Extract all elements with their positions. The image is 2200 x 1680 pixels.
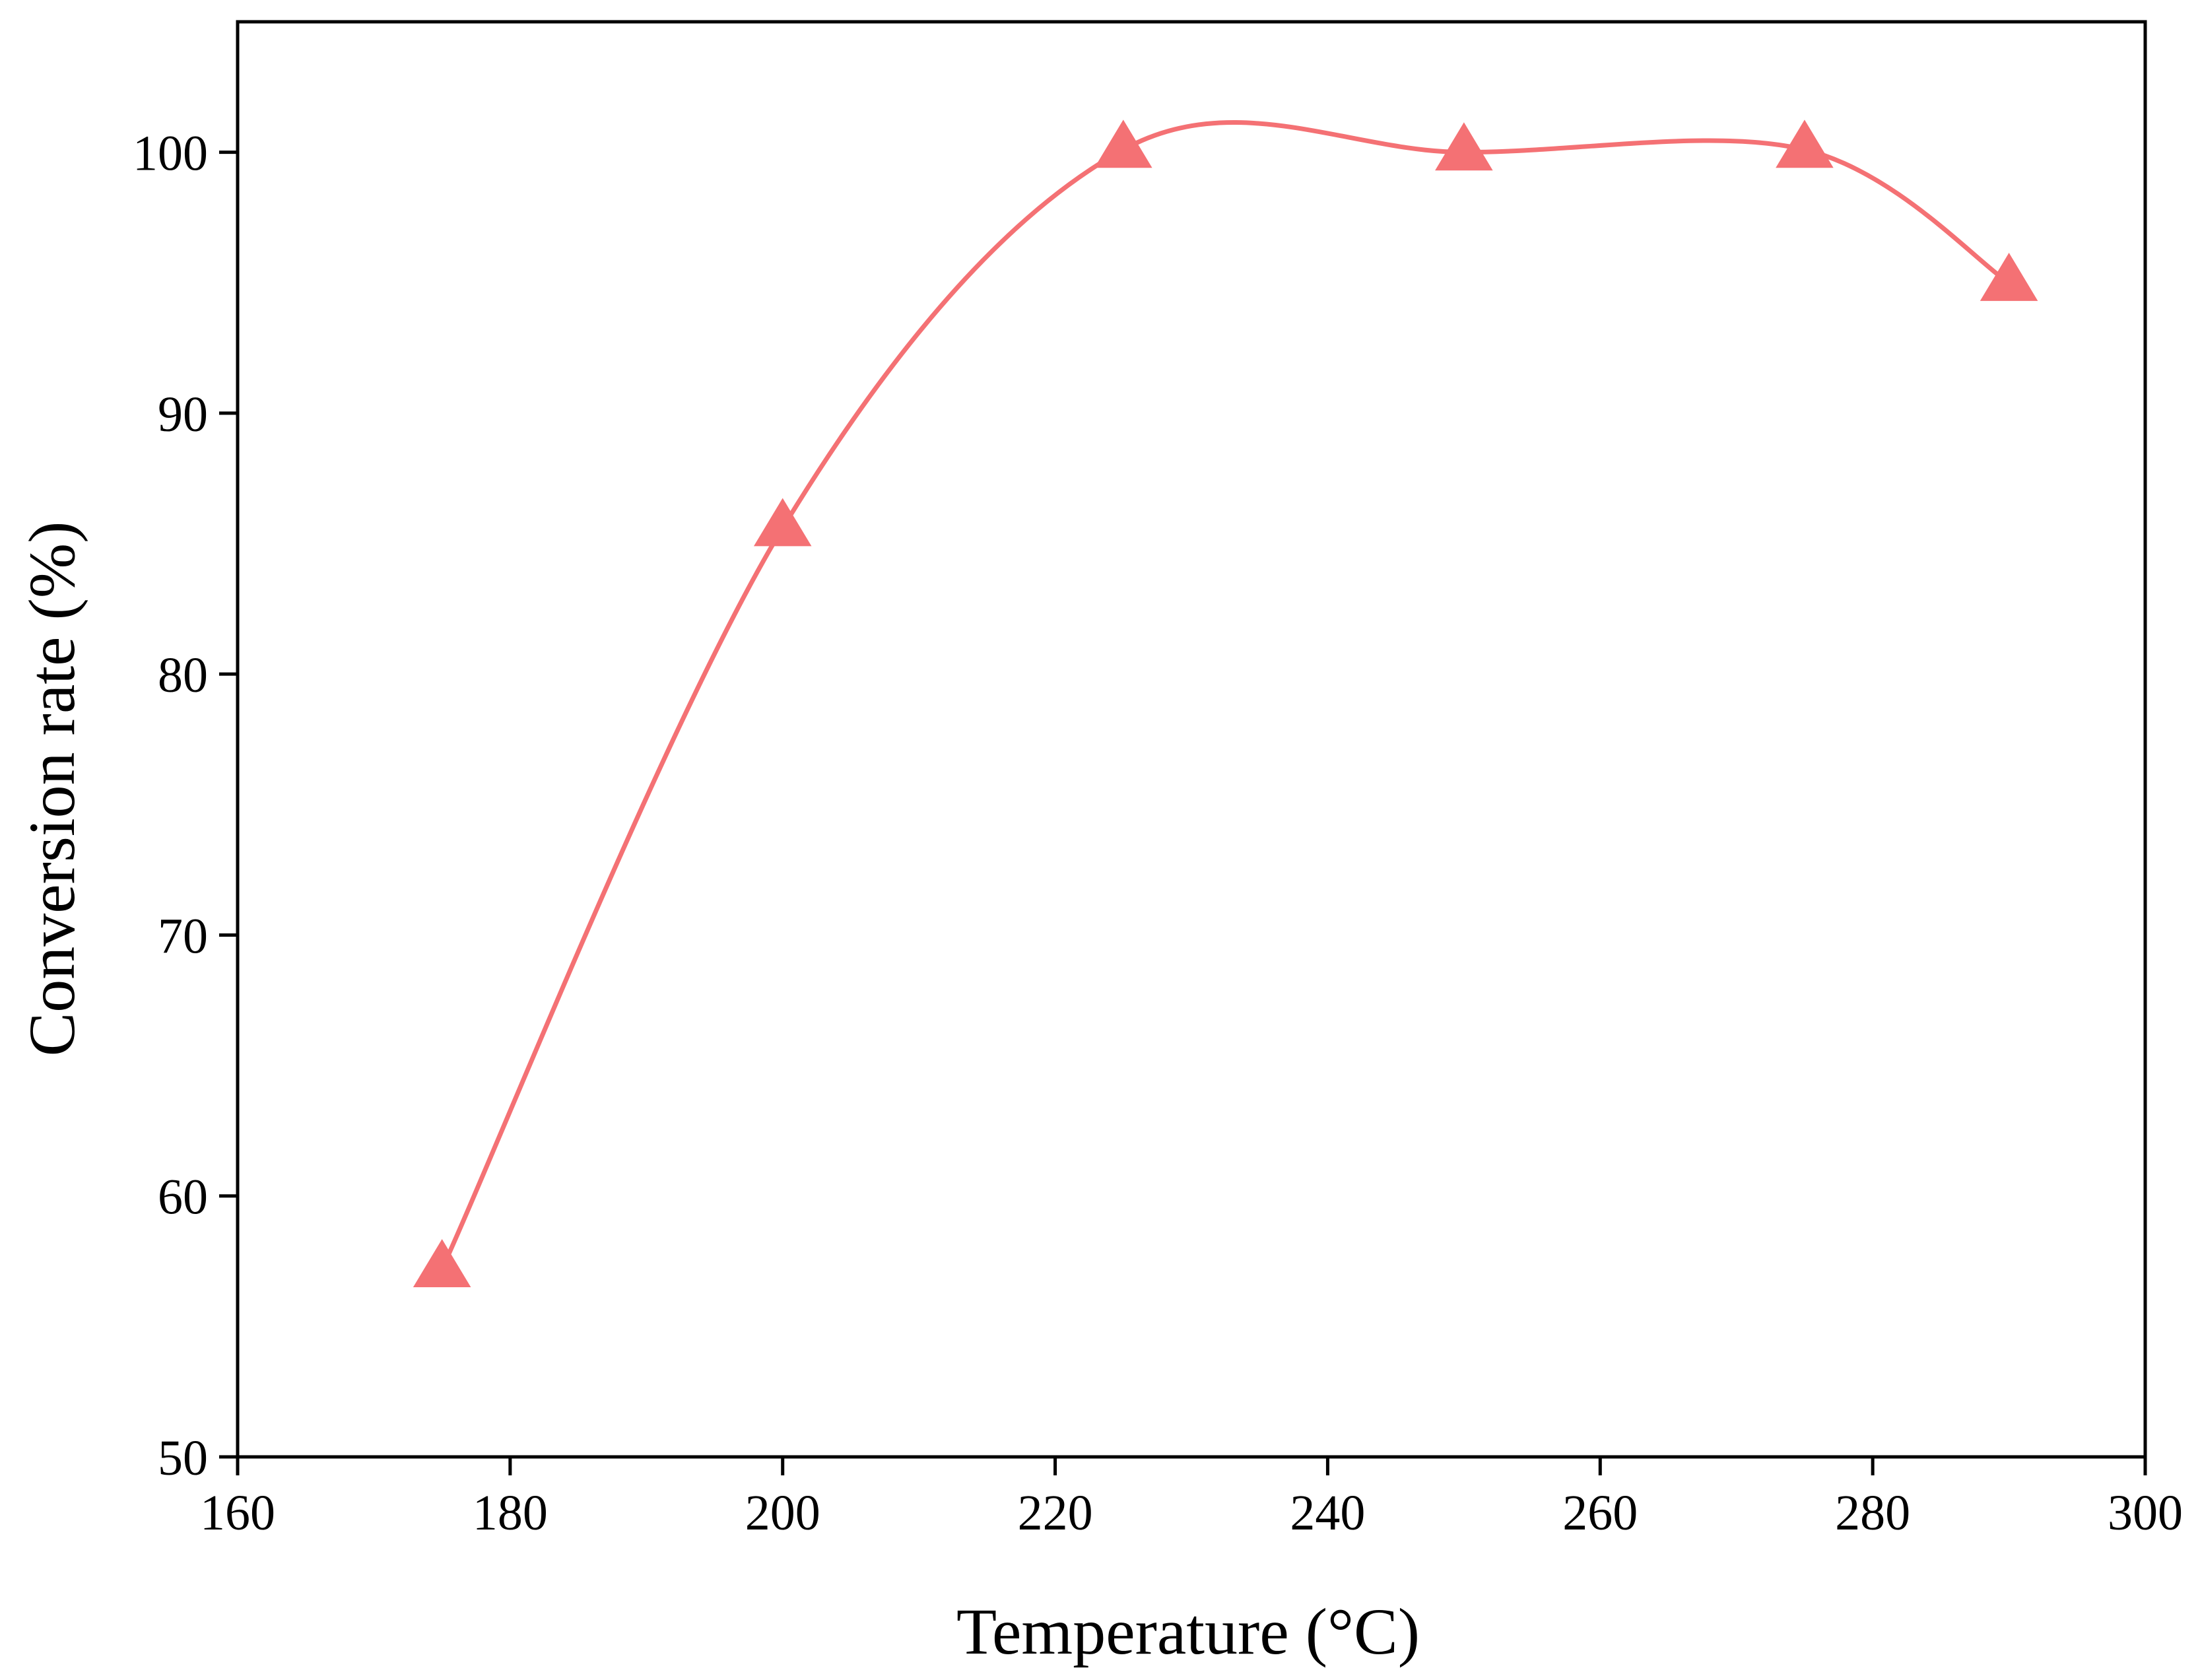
data-point-marker xyxy=(1094,119,1152,168)
data-point-marker xyxy=(753,498,812,547)
y-tick-label: 80 xyxy=(158,648,208,703)
x-tick-label: 260 xyxy=(1562,1485,1638,1541)
y-axis-title: Conversion rate (%) xyxy=(15,521,88,1057)
y-tick-label: 100 xyxy=(133,126,208,182)
axes: 160 180 200 220 240 260 280 300 50 60 70 80 90 100 xyxy=(133,20,2183,1541)
x-tick-label: 300 xyxy=(2108,1485,2183,1541)
y-tick-label: 70 xyxy=(158,908,208,964)
x-tick-label: 200 xyxy=(745,1485,820,1541)
y-tick-label: 60 xyxy=(158,1170,208,1225)
plot-area xyxy=(413,119,2038,1288)
data-point-marker xyxy=(413,1239,471,1288)
x-tick-label: 180 xyxy=(473,1485,548,1541)
x-tick-label: 220 xyxy=(1018,1485,1093,1541)
x-axis-title: Temperature (°C) xyxy=(956,1595,1420,1668)
data-point-marker xyxy=(1435,122,1493,171)
x-tick-label: 240 xyxy=(1290,1485,1365,1541)
y-tick-label: 50 xyxy=(158,1430,208,1486)
data-point-marker xyxy=(1776,119,1834,168)
data-point-marker xyxy=(1980,252,2038,301)
x-tick-label: 280 xyxy=(1835,1485,1910,1541)
x-tick-label: 160 xyxy=(200,1485,275,1541)
y-tick-label: 90 xyxy=(158,387,208,442)
plot-frame xyxy=(236,20,2147,1459)
